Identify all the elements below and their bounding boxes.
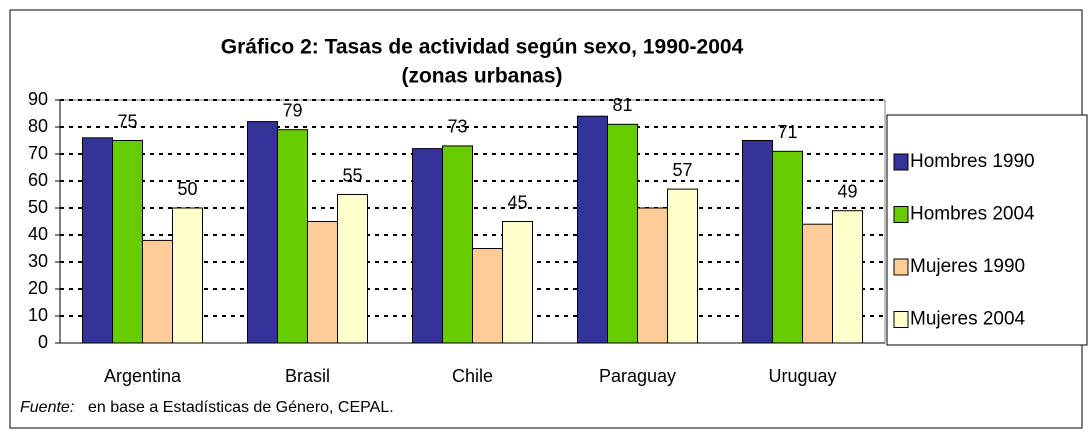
bar xyxy=(577,115,608,344)
source-text: en base a Estadísticas de Género, CEPAL. xyxy=(88,399,394,416)
x-tick-label: Paraguay xyxy=(599,366,676,386)
bar xyxy=(442,145,473,344)
data-label: 55 xyxy=(342,165,362,185)
y-tick-label: 40 xyxy=(28,224,48,244)
bar xyxy=(277,129,308,344)
data-label: 79 xyxy=(282,100,302,120)
data-label: 71 xyxy=(777,122,797,142)
bar xyxy=(802,223,833,344)
y-tick-label: 50 xyxy=(28,197,48,217)
bar xyxy=(142,239,173,344)
y-tick-label: 90 xyxy=(28,89,48,109)
legend-label: Mujeres 2004 xyxy=(910,309,1026,330)
bar xyxy=(172,207,203,344)
bar xyxy=(247,121,278,344)
x-tick-label: Chile xyxy=(452,366,493,386)
legend-swatch xyxy=(893,206,909,223)
data-label: 49 xyxy=(837,181,857,201)
chart-subtitle: (zonas urbanas) xyxy=(401,65,562,88)
bar xyxy=(502,221,533,344)
data-label: 50 xyxy=(177,179,197,199)
bar xyxy=(772,150,803,344)
x-tick-label: Uruguay xyxy=(768,366,836,386)
legend-label: Hombres 1990 xyxy=(910,151,1035,172)
legend-swatch xyxy=(893,258,909,276)
legend-box xyxy=(886,114,1088,346)
bar xyxy=(412,148,443,344)
bar xyxy=(637,207,668,344)
bar xyxy=(832,210,863,344)
y-tick-label: 0 xyxy=(38,332,48,352)
legend-swatch xyxy=(893,153,909,171)
bar xyxy=(112,140,143,344)
legend-label: Mujeres 1990 xyxy=(910,256,1025,277)
y-tick-label: 70 xyxy=(28,143,48,163)
data-label: 45 xyxy=(507,192,527,212)
data-label: 81 xyxy=(612,95,632,115)
bar xyxy=(607,123,638,344)
source-label: Fuente: xyxy=(20,399,74,416)
data-label: 75 xyxy=(117,111,137,131)
legend-swatch xyxy=(893,311,909,328)
y-tick-label: 10 xyxy=(28,305,48,325)
bar xyxy=(307,221,338,344)
x-tick-label: Brasil xyxy=(285,366,330,386)
data-label: 73 xyxy=(447,117,467,137)
bar xyxy=(742,140,773,344)
y-tick-label: 30 xyxy=(28,251,48,271)
chart-title: Gráfico 2: Tasas de actividad según sexo… xyxy=(221,36,744,59)
y-tick-label: 20 xyxy=(28,278,48,298)
legend-label: Hombres 2004 xyxy=(910,204,1035,225)
y-tick-label: 60 xyxy=(28,170,48,190)
bar xyxy=(82,137,113,344)
bar xyxy=(667,188,698,344)
data-label: 57 xyxy=(672,160,692,180)
bar xyxy=(472,248,503,344)
x-tick-label: Argentina xyxy=(104,366,182,386)
bar xyxy=(337,194,368,344)
y-tick-label: 80 xyxy=(28,116,48,136)
